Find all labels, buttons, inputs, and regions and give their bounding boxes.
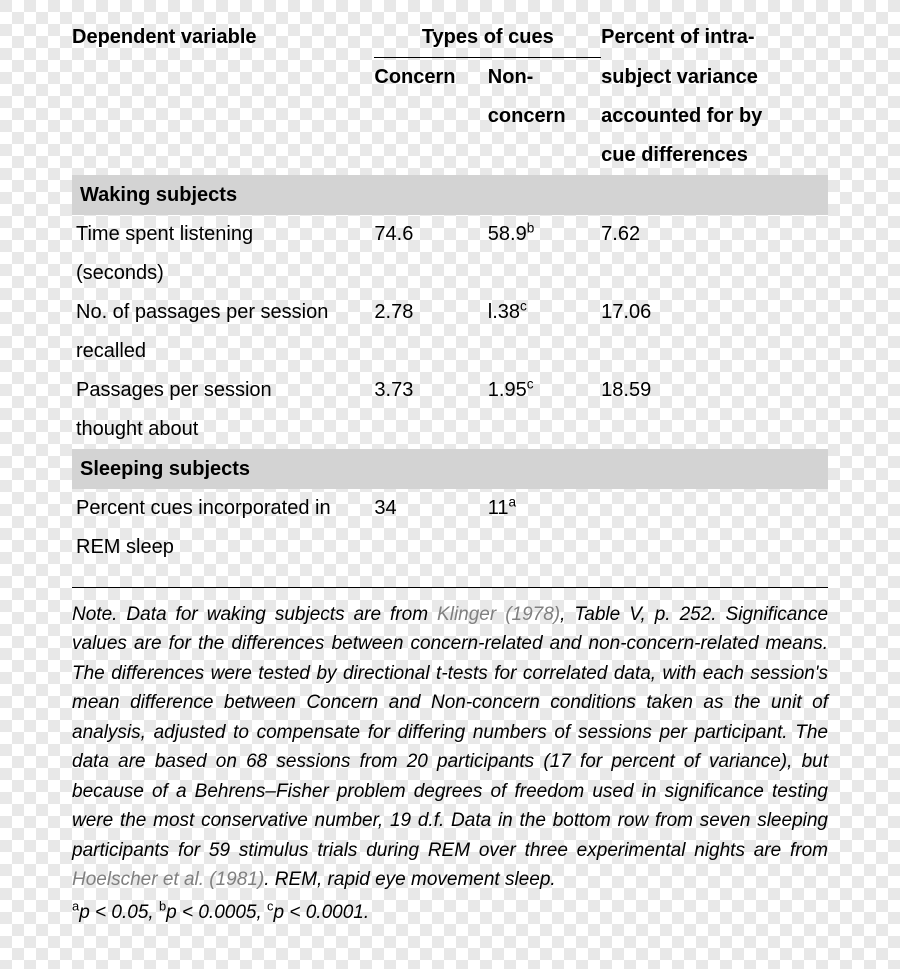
header-concern: Concern: [374, 58, 487, 176]
header-types-of-cues: Types of cues: [374, 12, 601, 58]
sig-c: p < 0.0001.: [274, 902, 370, 923]
cell-nonconcern: 11a: [488, 489, 601, 528]
row-label-cont: REM sleep: [72, 528, 374, 567]
header-pct-l1: Percent of intra-: [601, 12, 828, 58]
note-text: , Table V, p. 252. Significance values a…: [72, 604, 828, 861]
section-waking: Waking subjects: [72, 175, 828, 215]
table-row: REM sleep: [72, 528, 828, 567]
row-label: Passages per session: [72, 371, 374, 410]
cell-pct: 7.62: [601, 215, 828, 254]
cell-nonconcern: 1.95c: [488, 371, 601, 410]
table-row: thought about: [72, 410, 828, 449]
row-label: Percent cues incorporated in: [72, 489, 374, 528]
data-table: Dependent variable Types of cues Percent…: [72, 12, 828, 567]
sup-a: a: [509, 494, 517, 509]
sup-c: c: [527, 376, 534, 391]
table-note: Note. Data for waking subjects are from …: [72, 600, 828, 894]
header-pct-l3: accounted for by: [601, 97, 828, 136]
note-text: Note. Data for waking subjects are from: [72, 604, 437, 625]
table-row: Time spent listening 74.6 58.9b 7.62: [72, 215, 828, 254]
header-pct-l4: cue differences: [601, 136, 828, 175]
citation-hoelscher: Hoelscher et al. (1981): [72, 869, 264, 890]
note-text: . REM, rapid eye movement sleep.: [264, 869, 555, 890]
cell-nonconcern: 58.9b: [488, 215, 601, 254]
table-container: Dependent variable Types of cues Percent…: [0, 0, 900, 949]
table-row: recalled: [72, 332, 828, 371]
citation-klinger: Klinger (1978): [437, 604, 560, 625]
cell-concern: 3.73: [374, 371, 487, 410]
cell-nonconcern: l.38c: [488, 293, 601, 332]
section-waking-label: Waking subjects: [72, 175, 828, 215]
cell-concern: 34: [374, 489, 487, 528]
section-sleeping: Sleeping subjects: [72, 449, 828, 489]
table-header: Dependent variable Types of cues Percent…: [72, 12, 828, 175]
table-row: No. of passages per session 2.78 l.38c 1…: [72, 293, 828, 332]
header-nonconcern-l1: Non-: [488, 58, 601, 98]
cell-pct: [601, 489, 828, 528]
header-pct-l2: subject variance: [601, 58, 828, 98]
table-end-rule: [72, 587, 828, 588]
table-row: Passages per session 3.73 1.95c 18.59: [72, 371, 828, 410]
row-label: No. of passages per session: [72, 293, 374, 332]
row-label: Time spent listening: [72, 215, 374, 254]
cell-pct: 18.59: [601, 371, 828, 410]
row-label-cont: thought about: [72, 410, 374, 449]
significance-line: ap < 0.05, bp < 0.0005, cp < 0.0001.: [72, 898, 828, 928]
cell-pct: 17.06: [601, 293, 828, 332]
sup-c: c: [520, 298, 527, 313]
table-row: (seconds): [72, 254, 828, 293]
section-sleeping-label: Sleeping subjects: [72, 449, 828, 489]
table-row: Percent cues incorporated in 34 11a: [72, 489, 828, 528]
cell-concern: 74.6: [374, 215, 487, 254]
sig-a: p < 0.05,: [79, 902, 159, 923]
row-label-cont: recalled: [72, 332, 374, 371]
header-dependent-variable: Dependent variable: [72, 12, 374, 97]
sup-b: b: [527, 220, 535, 235]
sig-b: p < 0.0005,: [166, 902, 267, 923]
cell-concern: 2.78: [374, 293, 487, 332]
header-nonconcern-l2: concern: [488, 97, 601, 136]
row-label-cont: (seconds): [72, 254, 374, 293]
